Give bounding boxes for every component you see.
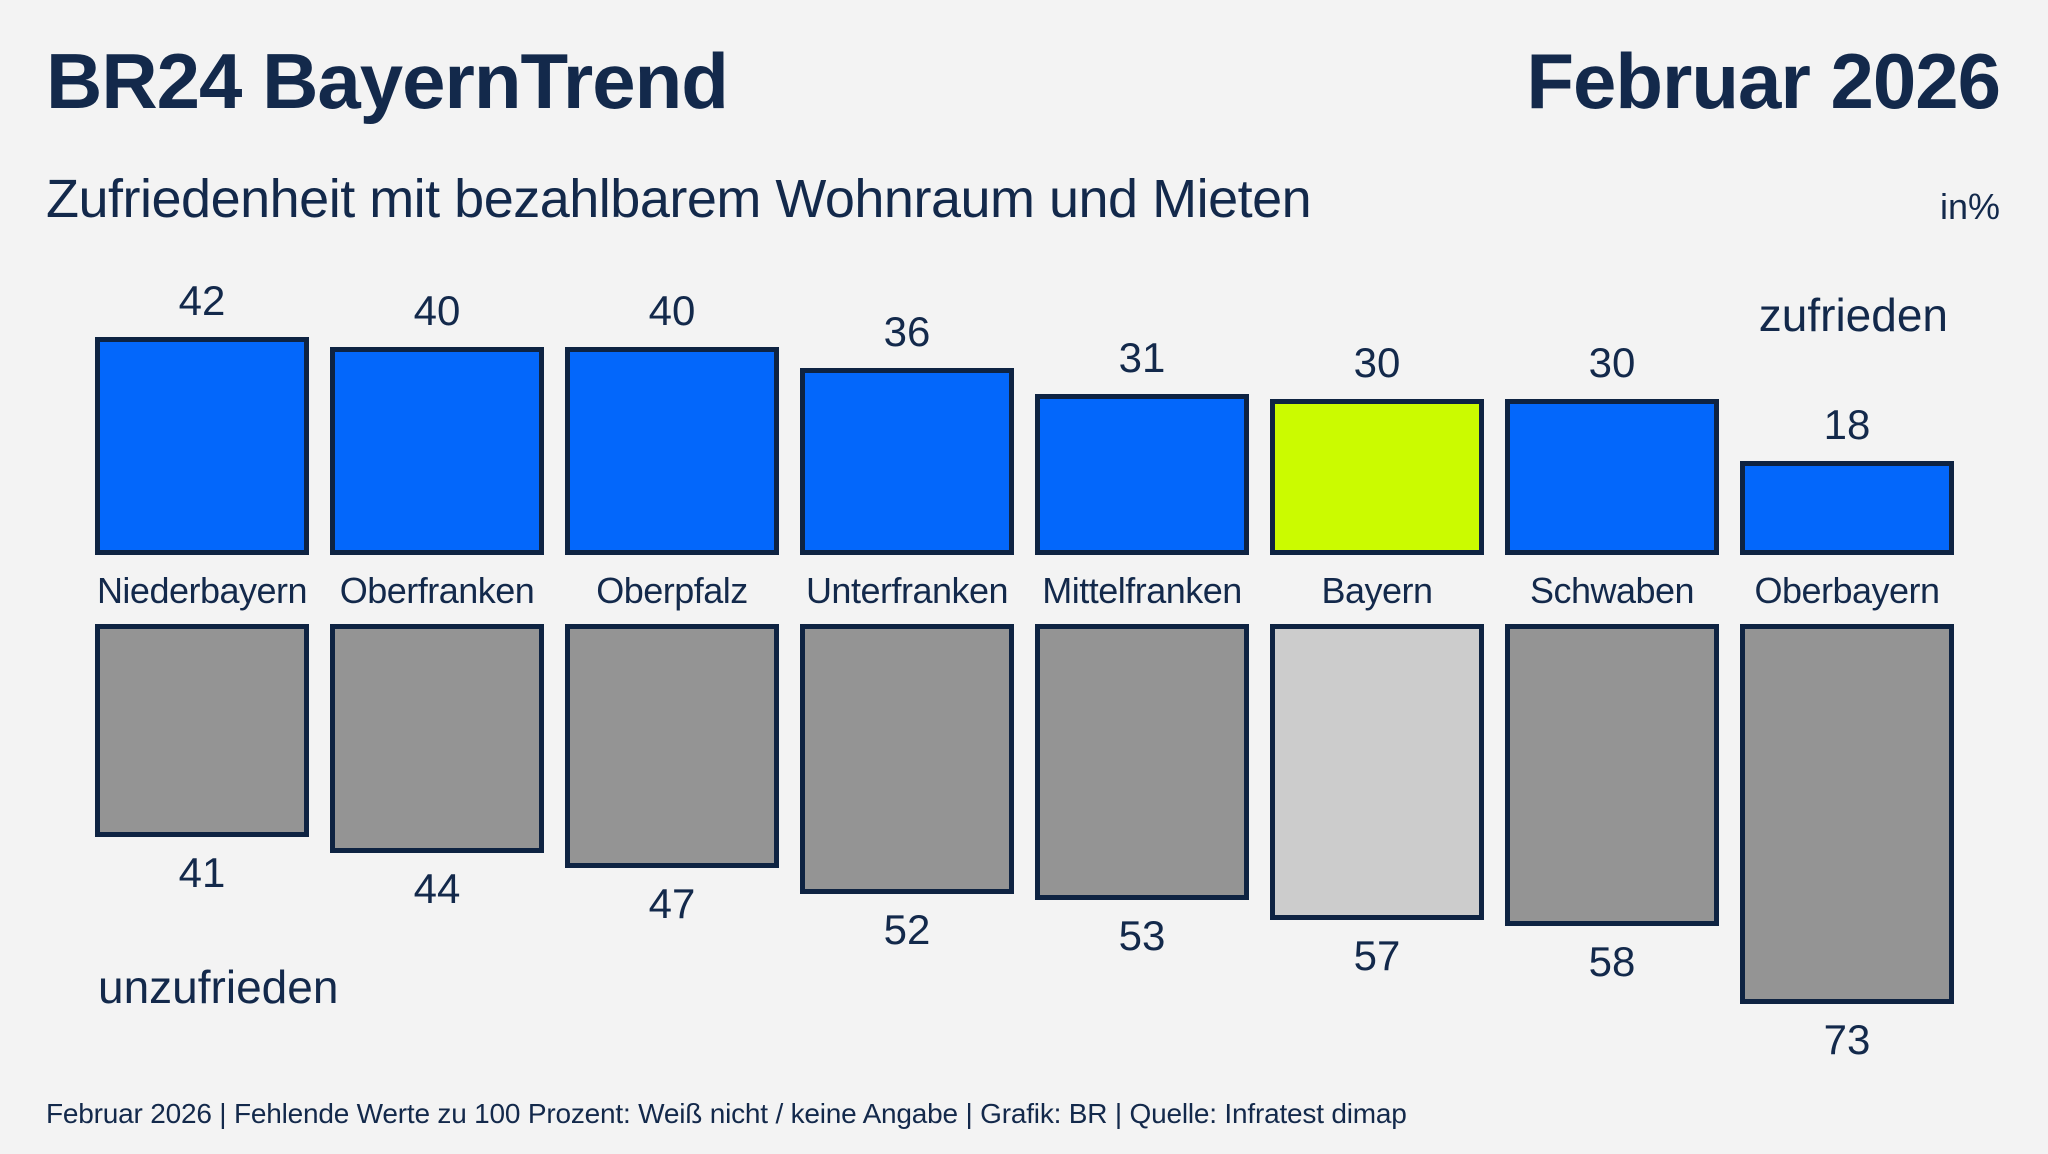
bar-column: 40 Oberpfalz 47 [565, 0, 779, 1154]
satisfied-value: 30 [1353, 339, 1401, 386]
satisfied-bar [1740, 461, 1954, 555]
satisfied-value: 40 [413, 287, 461, 334]
source-footer: Februar 2026 | Fehlende Werte zu 100 Pro… [46, 1098, 1407, 1129]
legend-satisfied-label: zufrieden [1758, 289, 1948, 341]
satisfied-value: 36 [883, 307, 931, 355]
bar-column: 36 Unterfranken 52 [800, 0, 1014, 1154]
satisfied-bar [1505, 399, 1719, 555]
unsatisfied-value: 58 [1588, 937, 1636, 985]
report-date: Februar 2026 [1526, 37, 2001, 125]
unsatisfied-value: 57 [1353, 932, 1401, 980]
region-label: Schwaben [1529, 570, 1695, 611]
unsatisfied-value: 52 [883, 906, 931, 954]
satisfied-value: 18 [1823, 401, 1871, 449]
unsatisfied-bar [1270, 624, 1484, 921]
unsatisfied-bar [95, 624, 309, 838]
unsatisfied-bar [1035, 624, 1249, 900]
unsatisfied-value: 47 [648, 880, 696, 928]
region-label: Oberbayern [1754, 570, 1940, 611]
region-label: Oberfranken [339, 570, 535, 611]
region-label: Niederbayern [96, 570, 308, 611]
bar-column: 30 Bayern 57 [1270, 0, 1484, 1154]
satisfied-value: 31 [1118, 333, 1166, 381]
satisfied-bar [1035, 393, 1249, 555]
unsatisfied-value: 73 [1823, 1015, 1871, 1063]
satisfied-bar [330, 347, 544, 555]
bar-column: 40 Oberfranken 44 [330, 0, 544, 1154]
unsatisfied-bar [800, 624, 1014, 895]
unsatisfied-bar [330, 624, 544, 853]
bar-column: 30 Schwaben 58 [1505, 0, 1719, 1154]
unsatisfied-bar [1740, 624, 1954, 1004]
page-title: BR24 BayernTrend [46, 37, 729, 125]
unit-label: in% [1939, 186, 2000, 227]
satisfied-bar [95, 336, 309, 555]
unsatisfied-bar [1505, 624, 1719, 926]
unsatisfied-bar [565, 624, 779, 869]
chart-subtitle: Zufriedenheit mit bezahlbarem Wohnraum u… [46, 169, 1312, 229]
satisfied-bar [1270, 399, 1484, 555]
unsatisfied-value: 53 [1118, 911, 1166, 959]
bar-column: 42 Niederbayern 41 [95, 0, 309, 1154]
region-label: Oberpfalz [596, 570, 748, 611]
bar-column: 31 Mittelfranken 53 [1035, 0, 1249, 1154]
satisfied-bar [565, 347, 779, 555]
unsatisfied-value: 44 [413, 864, 461, 912]
satisfied-bar [800, 367, 1014, 555]
region-label: Unterfranken [805, 570, 1009, 611]
region-label: Mittelfranken [1042, 570, 1242, 611]
satisfied-value: 30 [1588, 339, 1636, 386]
legend-unsatisfied-label: unzufrieden [98, 961, 339, 1013]
region-label: Bayern [1321, 570, 1433, 611]
bar-column: 18 Oberbayern 73 [1740, 0, 1954, 1154]
satisfied-value: 42 [178, 276, 226, 324]
satisfied-value: 40 [648, 287, 696, 334]
unsatisfied-value: 41 [178, 849, 226, 897]
